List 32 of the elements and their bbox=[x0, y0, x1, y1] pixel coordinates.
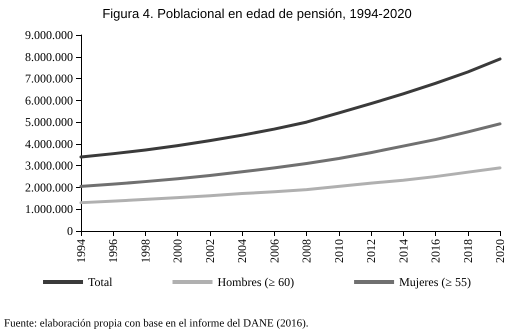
x-tick-label: 2004 bbox=[235, 239, 250, 263]
y-tick-label: 7.000.000 bbox=[25, 72, 73, 86]
line-series bbox=[80, 166, 502, 204]
x-tick-label: 2018 bbox=[460, 239, 475, 263]
x-tick-label: 2016 bbox=[428, 239, 443, 263]
y-tick-label: 9.000.000 bbox=[25, 28, 73, 42]
x-tick-label: 1998 bbox=[138, 239, 152, 263]
x-tick-label: 2002 bbox=[202, 239, 217, 263]
x-tick-label: 2020 bbox=[493, 239, 507, 263]
line-series bbox=[80, 122, 502, 188]
x-tick-label: 2000 bbox=[170, 239, 185, 263]
y-tick-label: 3.000.000 bbox=[25, 158, 73, 173]
y-tick-label: 4.000.000 bbox=[25, 136, 73, 151]
chart-title: Figura 4. Poblacional en edad de pensión, 1994-2020 bbox=[102, 6, 412, 21]
legend-label: Hombres (≥ 60) bbox=[218, 275, 294, 289]
x-tick-label: 2014 bbox=[396, 239, 410, 263]
y-tick-label: 0 bbox=[67, 224, 73, 238]
y-tick-label: 6.000.000 bbox=[25, 93, 73, 108]
source-note: Fuente: elaboración propia con base en el informe del DANE (2016). bbox=[4, 318, 309, 330]
x-tick-label: 2010 bbox=[332, 239, 346, 263]
y-tick-label: 8.000.000 bbox=[25, 50, 73, 64]
x-tick-label: 2012 bbox=[364, 239, 378, 263]
line-series bbox=[80, 57, 502, 158]
legend-label: Mujeres (≥ 55) bbox=[399, 275, 471, 289]
y-tick-label: 5.000.000 bbox=[25, 115, 73, 130]
y-tick-label: 1.000.000 bbox=[25, 202, 73, 216]
y-tick-label: 2.000.000 bbox=[25, 180, 73, 194]
x-tick-label: 2006 bbox=[267, 239, 282, 263]
legend-label: Total bbox=[88, 275, 114, 289]
x-tick-label: 1994 bbox=[74, 239, 88, 263]
x-tick-label: 2008 bbox=[300, 239, 314, 263]
x-tick-label: 1996 bbox=[106, 239, 120, 263]
